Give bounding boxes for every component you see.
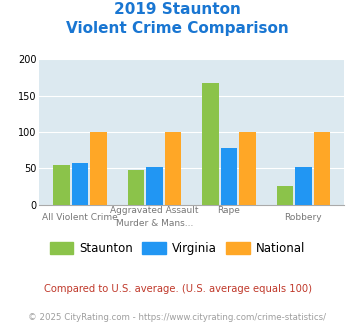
Text: Robbery: Robbery	[285, 213, 322, 222]
Text: Rape: Rape	[218, 206, 240, 215]
Bar	[239, 132, 256, 205]
Text: © 2025 CityRating.com - https://www.cityrating.com/crime-statistics/: © 2025 CityRating.com - https://www.city…	[28, 314, 327, 322]
Text: All Violent Crime: All Violent Crime	[42, 213, 118, 222]
Bar	[165, 132, 181, 205]
Bar	[146, 167, 163, 205]
Text: Aggravated Assault: Aggravated Assault	[110, 206, 199, 215]
Bar	[202, 82, 219, 205]
Bar	[128, 171, 144, 205]
Bar	[295, 167, 312, 205]
Text: 2019 Staunton: 2019 Staunton	[114, 2, 241, 16]
Bar	[314, 132, 330, 205]
Text: Murder & Mans...: Murder & Mans...	[116, 219, 193, 228]
Bar	[277, 186, 293, 205]
Text: Compared to U.S. average. (U.S. average equals 100): Compared to U.S. average. (U.S. average …	[44, 284, 311, 294]
Bar	[72, 163, 88, 205]
Legend: Staunton, Virginia, National: Staunton, Virginia, National	[45, 237, 310, 259]
Bar	[53, 165, 70, 205]
Bar	[91, 132, 107, 205]
Bar	[221, 148, 237, 205]
Text: Violent Crime Comparison: Violent Crime Comparison	[66, 21, 289, 36]
